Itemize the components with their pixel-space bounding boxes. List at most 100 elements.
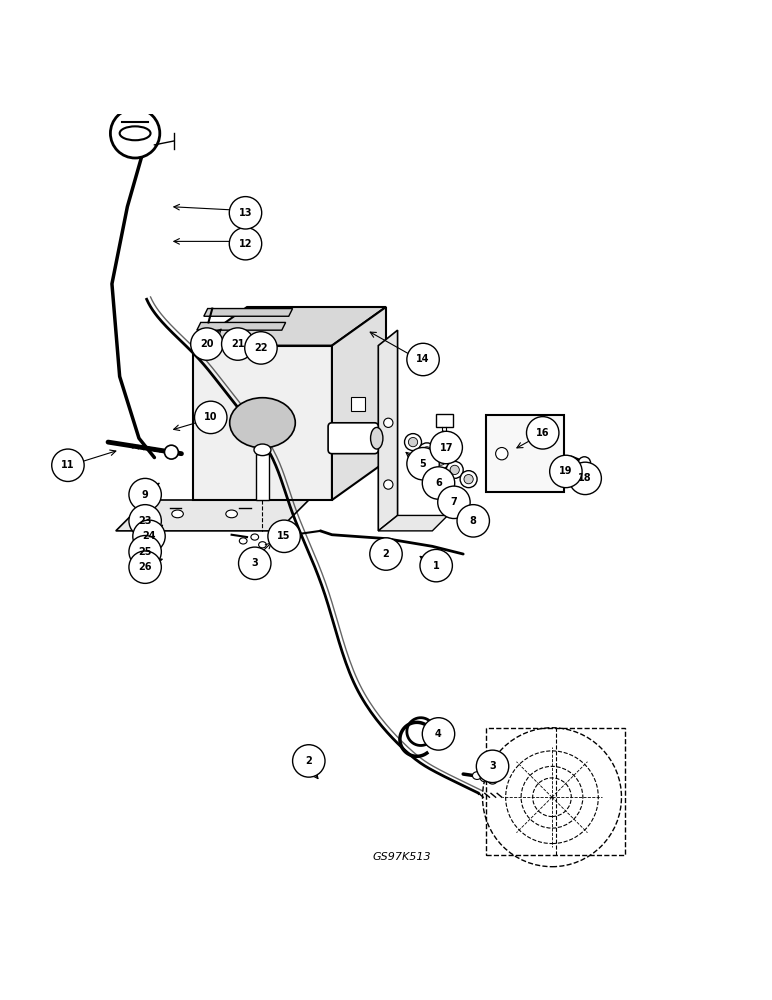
Text: 14: 14	[416, 354, 430, 364]
Ellipse shape	[259, 542, 266, 548]
Text: 24: 24	[142, 531, 156, 541]
Polygon shape	[116, 500, 309, 531]
Ellipse shape	[405, 434, 422, 451]
Ellipse shape	[436, 456, 445, 465]
Ellipse shape	[287, 527, 300, 542]
Bar	[256, 454, 269, 500]
Circle shape	[191, 328, 223, 360]
Text: 21: 21	[231, 339, 245, 349]
Ellipse shape	[418, 443, 435, 460]
Circle shape	[457, 505, 489, 537]
Text: 8: 8	[470, 516, 476, 526]
Circle shape	[293, 745, 325, 777]
Ellipse shape	[384, 418, 393, 427]
Ellipse shape	[384, 480, 393, 489]
Text: 1: 1	[433, 561, 439, 571]
Circle shape	[422, 718, 455, 750]
Text: 13: 13	[239, 208, 252, 218]
Circle shape	[239, 547, 271, 580]
Circle shape	[422, 467, 455, 499]
Bar	[486, 415, 564, 492]
Ellipse shape	[408, 437, 418, 447]
Text: 25: 25	[138, 547, 152, 557]
Polygon shape	[204, 309, 293, 316]
Text: 4: 4	[435, 729, 442, 739]
Ellipse shape	[578, 457, 591, 469]
Polygon shape	[197, 322, 286, 330]
Ellipse shape	[274, 532, 282, 542]
Circle shape	[407, 343, 439, 376]
Circle shape	[420, 549, 452, 582]
Ellipse shape	[450, 465, 459, 475]
Circle shape	[129, 478, 161, 511]
Bar	[436, 414, 453, 427]
Ellipse shape	[432, 452, 449, 469]
Text: 3: 3	[252, 558, 258, 568]
Text: 7: 7	[451, 497, 457, 507]
Circle shape	[133, 520, 165, 552]
Polygon shape	[378, 515, 448, 531]
Ellipse shape	[225, 510, 237, 518]
FancyBboxPatch shape	[328, 423, 378, 454]
Text: 20: 20	[200, 339, 214, 349]
Circle shape	[229, 197, 262, 229]
Text: 18: 18	[578, 473, 592, 483]
Circle shape	[129, 551, 161, 583]
Circle shape	[129, 505, 161, 537]
Ellipse shape	[446, 461, 463, 478]
Text: 19: 19	[559, 466, 573, 476]
Text: 2: 2	[383, 549, 389, 559]
Circle shape	[550, 455, 582, 488]
Ellipse shape	[229, 398, 295, 448]
Ellipse shape	[472, 772, 482, 779]
Circle shape	[229, 227, 262, 260]
Circle shape	[438, 486, 470, 519]
Circle shape	[195, 401, 227, 434]
Ellipse shape	[422, 447, 432, 456]
Ellipse shape	[460, 471, 477, 488]
Circle shape	[129, 536, 161, 568]
Ellipse shape	[251, 534, 259, 540]
Ellipse shape	[464, 475, 473, 484]
Text: 15: 15	[277, 531, 291, 541]
Text: GS97K513: GS97K513	[372, 852, 431, 862]
Ellipse shape	[239, 538, 247, 544]
Bar	[351, 397, 365, 411]
Polygon shape	[193, 307, 386, 346]
Text: 22: 22	[254, 343, 268, 353]
Circle shape	[407, 448, 439, 480]
Text: 26: 26	[138, 562, 152, 572]
Ellipse shape	[171, 510, 183, 518]
Text: 23: 23	[138, 516, 152, 526]
Text: 11: 11	[61, 460, 75, 470]
Text: 6: 6	[435, 478, 442, 488]
Ellipse shape	[120, 126, 151, 140]
Ellipse shape	[480, 774, 489, 782]
Circle shape	[110, 109, 160, 158]
Ellipse shape	[371, 427, 383, 449]
Text: 12: 12	[239, 239, 252, 249]
Ellipse shape	[488, 776, 497, 784]
Ellipse shape	[164, 445, 178, 459]
Text: 16: 16	[536, 428, 550, 438]
Text: 3: 3	[489, 761, 496, 771]
Bar	[486, 728, 625, 855]
Circle shape	[569, 462, 601, 495]
Polygon shape	[332, 307, 386, 500]
Text: 10: 10	[204, 412, 218, 422]
Circle shape	[527, 417, 559, 449]
Polygon shape	[378, 330, 398, 531]
Circle shape	[222, 328, 254, 360]
Circle shape	[476, 750, 509, 783]
Circle shape	[496, 448, 508, 460]
Circle shape	[52, 449, 84, 481]
Text: 5: 5	[420, 459, 426, 469]
Circle shape	[268, 520, 300, 552]
Circle shape	[245, 332, 277, 364]
Text: 9: 9	[142, 490, 148, 500]
Ellipse shape	[254, 444, 271, 456]
Circle shape	[430, 431, 462, 464]
Circle shape	[370, 538, 402, 570]
Polygon shape	[193, 346, 332, 500]
Text: 2: 2	[306, 756, 312, 766]
